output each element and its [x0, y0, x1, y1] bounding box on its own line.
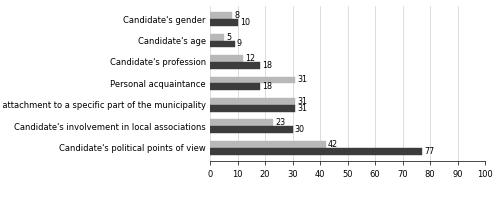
Text: 31: 31 [298, 97, 308, 106]
Text: 10: 10 [240, 18, 250, 27]
Text: 30: 30 [294, 125, 304, 134]
Bar [210, 105, 295, 112]
Text: 18: 18 [262, 61, 272, 70]
Text: 23: 23 [276, 118, 285, 128]
Bar [210, 148, 422, 155]
Bar [210, 55, 243, 62]
Bar [210, 62, 260, 69]
Bar [210, 12, 232, 19]
Bar [210, 119, 273, 126]
Text: 31: 31 [298, 104, 308, 113]
Bar [210, 83, 260, 90]
Text: 31: 31 [298, 75, 308, 84]
Bar [210, 126, 292, 133]
Bar [210, 19, 238, 26]
Bar [210, 34, 224, 41]
Bar [210, 77, 295, 83]
Text: 42: 42 [328, 140, 338, 149]
Text: 77: 77 [424, 147, 434, 156]
Bar [210, 41, 235, 47]
Bar [210, 98, 295, 105]
Text: 12: 12 [245, 54, 256, 63]
Text: 18: 18 [262, 82, 272, 91]
Bar [210, 141, 326, 148]
Text: 5: 5 [226, 33, 231, 42]
Text: 9: 9 [237, 39, 242, 48]
Text: 8: 8 [234, 11, 239, 20]
